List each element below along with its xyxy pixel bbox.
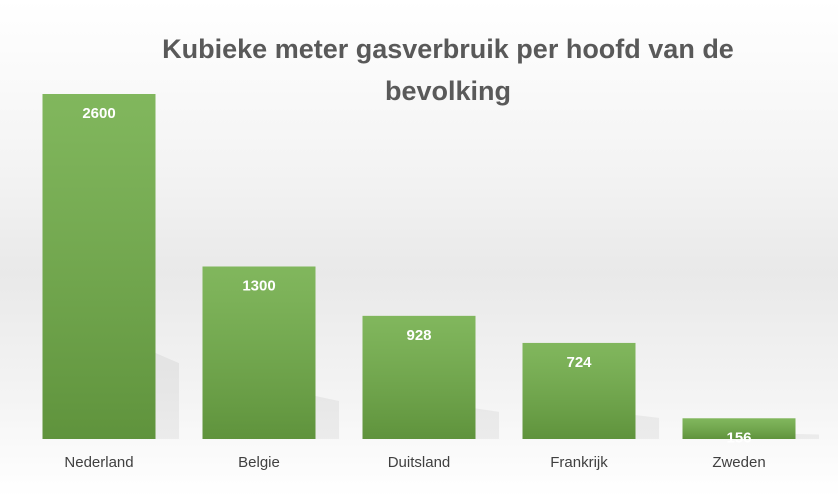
bar-shadow — [635, 414, 659, 439]
bar-shadow — [315, 395, 339, 439]
x-tick-label: Belgie — [238, 454, 280, 471]
data-label: 156 — [726, 429, 751, 446]
data-label: 1300 — [242, 277, 275, 294]
data-label: 2600 — [82, 105, 115, 122]
data-label: 928 — [406, 327, 431, 344]
x-tick-label: Zweden — [712, 454, 765, 471]
x-tick-label: Duitsland — [388, 454, 451, 471]
bar-shade — [362, 315, 476, 439]
bar-shadow — [475, 408, 499, 439]
chart-title: Kubieke meter gasverbruik per hoofd van … — [162, 34, 734, 106]
bar-shade — [42, 94, 156, 439]
bar-shadow — [795, 433, 819, 439]
bar-shade — [522, 342, 636, 439]
x-tick-label: Frankrijk — [550, 454, 608, 471]
bar-shadow — [155, 352, 179, 439]
bar-shade — [682, 418, 796, 439]
data-label: 724 — [566, 354, 592, 371]
bar-shade — [202, 266, 316, 439]
x-tick-label: Nederland — [64, 454, 133, 471]
